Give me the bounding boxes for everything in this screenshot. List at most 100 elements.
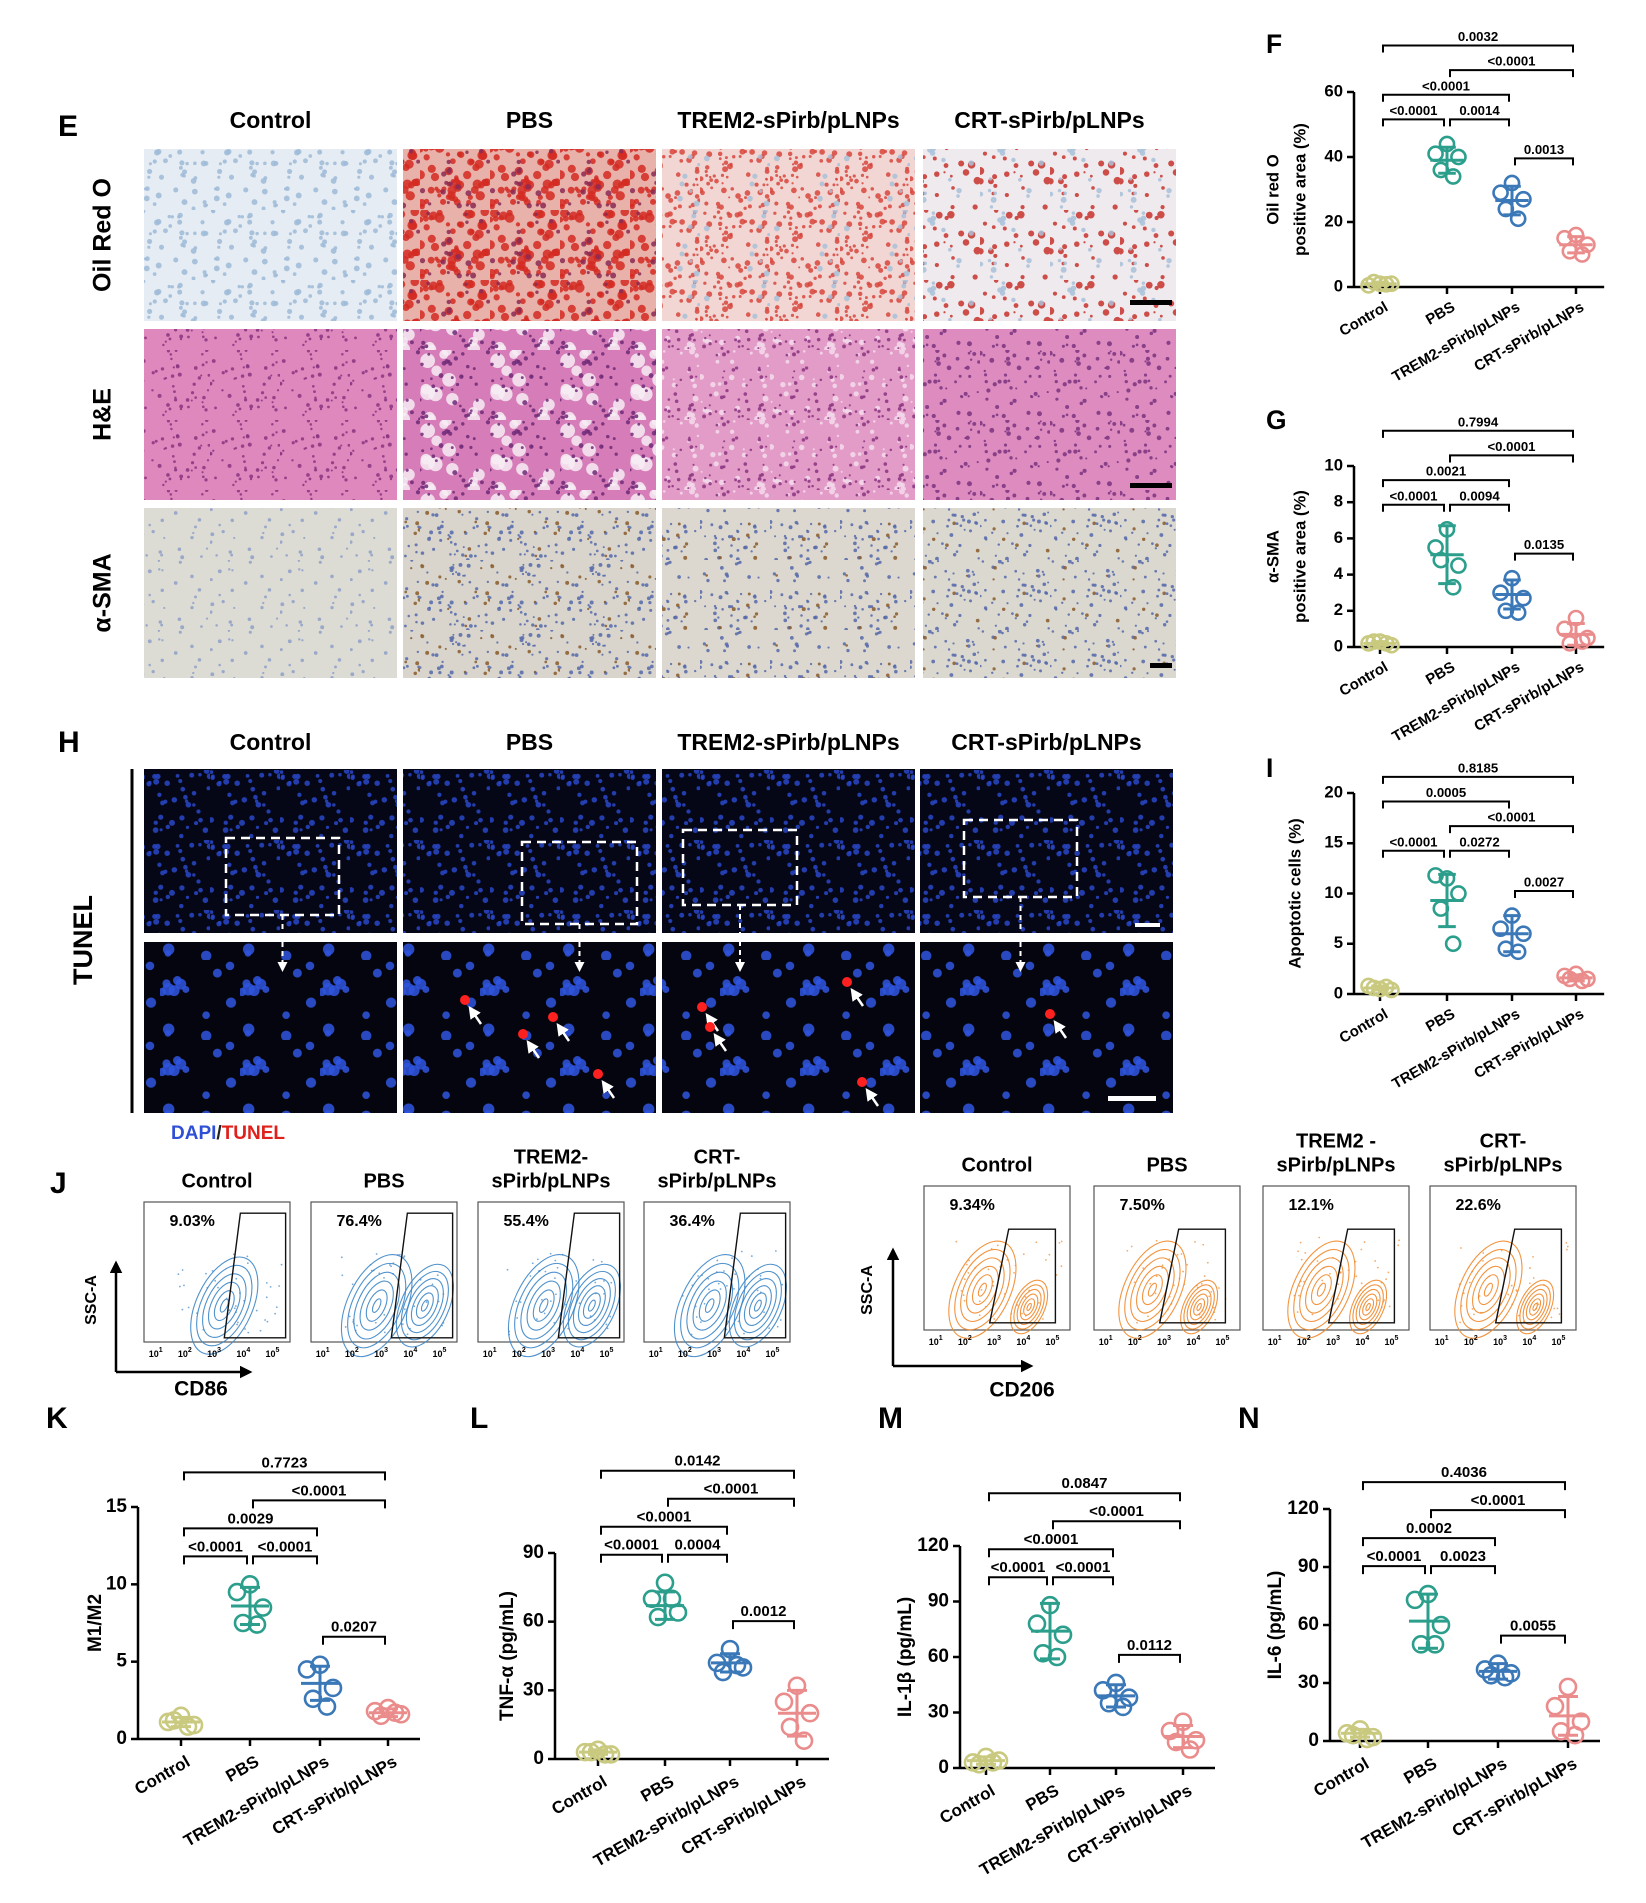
significance-bracket	[252, 1555, 318, 1565]
legend: DAPI/TUNEL	[171, 1123, 285, 1144]
significance-bracket	[600, 1553, 663, 1563]
p-value-label: <0.0001	[604, 1537, 659, 1554]
event-dot	[341, 1274, 344, 1277]
gate-percent: 9.03%	[169, 1213, 214, 1230]
y-tick-label: 30	[1298, 1672, 1319, 1693]
significance-bracket	[183, 1527, 318, 1537]
event-dot	[1398, 1239, 1400, 1242]
tick-base: 10	[736, 1349, 746, 1359]
histology-image	[403, 329, 656, 500]
tunel-image	[403, 769, 656, 933]
y-tick-label: 20	[1324, 211, 1343, 230]
tick-exponent: 3	[1503, 1335, 1507, 1342]
contour	[1293, 1248, 1350, 1331]
axis-tick-label: 102	[1464, 1335, 1478, 1348]
event-dot	[183, 1284, 185, 1287]
significance-bracket	[252, 1499, 386, 1509]
p-value-label: <0.0001	[1422, 78, 1470, 93]
significance-bracket	[1118, 1653, 1181, 1663]
error-bar	[1567, 621, 1585, 647]
gate	[557, 1212, 621, 1339]
event-dot	[1360, 1248, 1363, 1251]
event-dot	[383, 1276, 385, 1279]
legend-text: /	[216, 1123, 222, 1144]
p-value-label: 0.0135	[1524, 537, 1564, 552]
contour	[514, 1262, 574, 1349]
event-dot	[1130, 1245, 1133, 1248]
event-dot	[605, 1323, 608, 1326]
contour	[1193, 1298, 1206, 1316]
event-dot	[266, 1320, 269, 1323]
event-dot	[987, 1268, 990, 1271]
event-dot	[1304, 1252, 1307, 1254]
tick-base: 10	[766, 1349, 776, 1359]
contour	[1472, 1265, 1505, 1314]
axis-tick-label: 102	[678, 1347, 692, 1360]
p-value-label: 0.0847	[1062, 1475, 1108, 1492]
event-dot	[543, 1312, 546, 1315]
significance-bracket	[1449, 69, 1574, 78]
event-dot	[275, 1306, 278, 1309]
panel-label: F	[1266, 29, 1282, 59]
p-value-label: <0.0001	[1389, 488, 1437, 503]
y-tick-label: 0	[533, 1748, 544, 1769]
contour	[213, 1290, 235, 1322]
contour	[1016, 1288, 1042, 1325]
row-label: TUNEL	[68, 895, 98, 985]
event-dot	[265, 1281, 268, 1284]
tick-exponent: 2	[355, 1347, 359, 1354]
histology-image	[923, 508, 1176, 678]
data-point	[1119, 1688, 1139, 1707]
error-bar	[1438, 872, 1456, 929]
event-dot	[187, 1306, 190, 1309]
scale-bar	[1130, 483, 1172, 488]
error-bar	[240, 1585, 260, 1627]
contour	[1460, 1248, 1517, 1331]
event-dot	[1459, 1321, 1462, 1324]
tunel-zoom-image	[403, 942, 656, 1113]
y-tick-label: 40	[1324, 146, 1343, 165]
contour	[1189, 1293, 1209, 1321]
event-dot	[1155, 1275, 1158, 1278]
significance-bracket	[667, 1497, 795, 1507]
y-tick-label: 60	[1324, 81, 1343, 100]
contour	[738, 1278, 777, 1334]
contour	[371, 1298, 382, 1313]
data-point	[1180, 1740, 1200, 1759]
y-tick-label: 15	[1324, 833, 1343, 852]
y-tick-label: 60	[523, 1611, 544, 1632]
significance-bracket	[1449, 503, 1510, 512]
flow-plot-frame	[1262, 1185, 1410, 1331]
event-dot	[1182, 1270, 1184, 1273]
event-dot	[1532, 1277, 1535, 1279]
event-dot	[390, 1265, 393, 1268]
significance-bracket	[1449, 825, 1574, 834]
event-dot	[269, 1285, 272, 1288]
event-dot	[1186, 1263, 1189, 1266]
y-tick-label: 90	[928, 1591, 949, 1612]
tick-base: 10	[236, 1349, 246, 1359]
event-dot	[436, 1274, 439, 1277]
plot-title: TREM2-	[514, 1146, 588, 1168]
event-dot	[403, 1308, 406, 1311]
event-dot	[697, 1275, 700, 1277]
axis-tick-label: 105	[600, 1347, 614, 1360]
y-tick-label: 6	[1334, 528, 1343, 547]
tick-exponent: 5	[1395, 1335, 1399, 1342]
event-dot	[549, 1300, 552, 1303]
contour	[692, 1280, 727, 1331]
contour	[971, 1274, 993, 1306]
axis-tick-label: 104	[1522, 1335, 1536, 1348]
y-tick-label: 0	[1334, 636, 1343, 655]
p-value-label: 0.0014	[1459, 103, 1500, 118]
gate	[1494, 1228, 1563, 1324]
panel-label: N	[1238, 1402, 1260, 1435]
panel-label: L	[470, 1402, 488, 1435]
data-point	[1558, 1677, 1578, 1697]
event-dot	[1550, 1316, 1553, 1319]
data-point	[1053, 1625, 1073, 1645]
y-tick-label: 60	[1298, 1614, 1319, 1635]
tick-base: 10	[345, 1349, 355, 1359]
significance-bracket	[322, 1635, 386, 1645]
